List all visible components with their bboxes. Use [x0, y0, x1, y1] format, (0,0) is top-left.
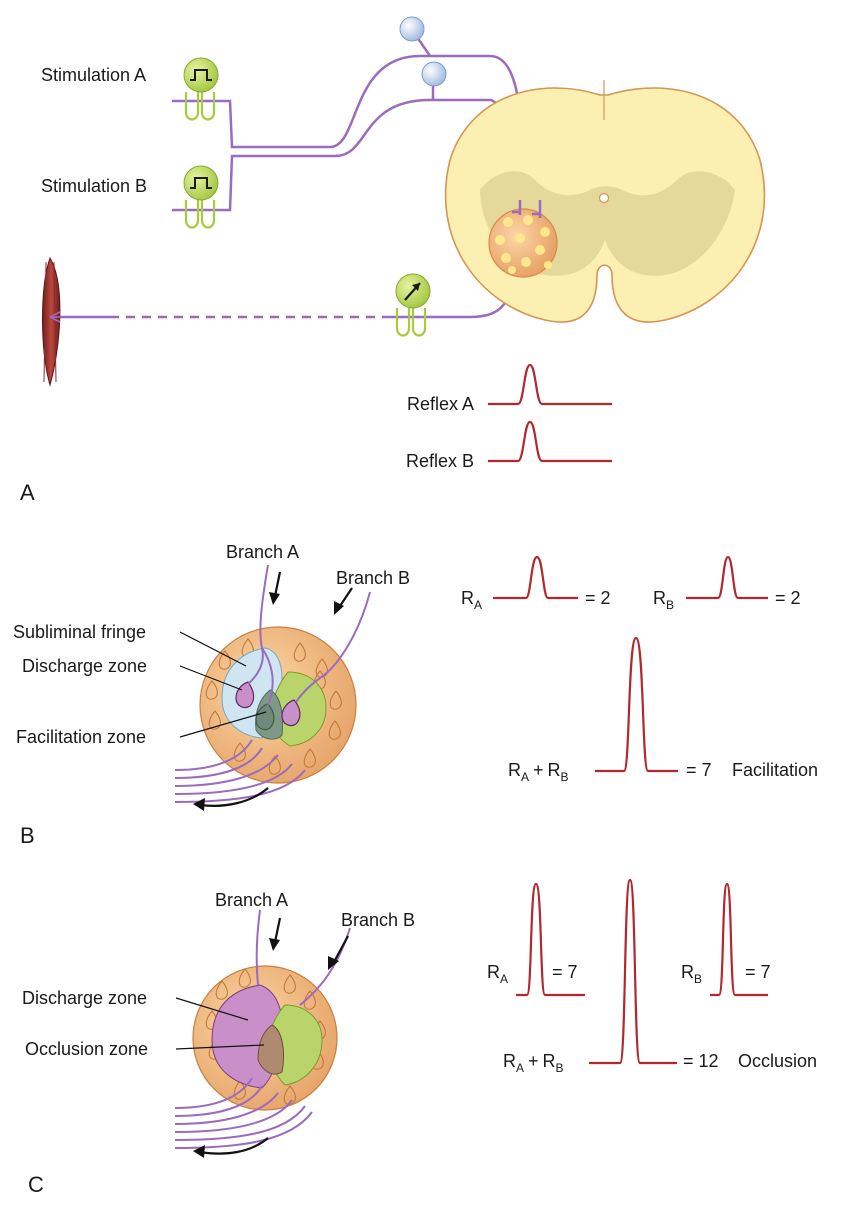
spinal-cord: [444, 80, 766, 323]
rb-value: = 7: [745, 962, 771, 982]
rb-label: RB: [681, 962, 702, 986]
rb-value: = 2: [775, 588, 801, 608]
branch-a-arrow-icon: [269, 917, 282, 951]
discharge-zone-label: Discharge zone: [22, 988, 147, 1008]
occlusion-zone-label: Occlusion zone: [25, 1039, 148, 1059]
rb-label: RB: [653, 588, 674, 612]
stimulation-b-label: Stimulation B: [41, 176, 147, 196]
panel-b-letter: B: [20, 823, 35, 848]
reflex-a-label: Reflex A: [407, 394, 474, 414]
rb-trace: [710, 882, 768, 997]
sum-value: = 12: [683, 1051, 719, 1071]
facilitation-label: Facilitation: [732, 760, 818, 780]
stimulation-a-label: Stimulation A: [41, 65, 146, 85]
panel-c-letter: C: [28, 1172, 44, 1197]
rb-trace: [686, 555, 768, 600]
ra-trace: [493, 555, 578, 600]
stimulator-a-icon: [183, 57, 219, 121]
ra-plus-rb-trace: [595, 636, 678, 773]
muscle-icon: [42, 256, 62, 387]
panel-a: Stimulation A Stimulation B Reflex A Ref…: [20, 16, 766, 505]
panel-c: Branch A Branch B Discharge zone Occlusi…: [22, 878, 817, 1197]
output-arrow-icon: [193, 787, 269, 811]
ra-plus-rb-trace: [589, 878, 677, 1065]
branch-b-arrow-icon: [328, 935, 349, 970]
ra-label: RA: [487, 962, 508, 986]
panel-b: Branch A Branch B Subliminal fringe Disc…: [13, 542, 818, 848]
ra-value: = 2: [585, 588, 611, 608]
subliminal-fringe-label: Subliminal fringe: [13, 622, 146, 642]
branch-a-arrow-icon: [269, 571, 282, 605]
branch-a-label: Branch A: [215, 890, 288, 910]
occlusion-zone-area: [257, 1024, 285, 1075]
discharge-zone-label: Discharge zone: [22, 656, 147, 676]
branch-b-label: Branch B: [336, 568, 410, 588]
ganglion-ball-icon: [399, 16, 425, 42]
neuronal-pool: [488, 208, 558, 278]
ra-label: RA: [461, 588, 482, 612]
ra-trace: [516, 882, 585, 997]
branch-a-label: Branch A: [226, 542, 299, 562]
panel-a-letter: A: [20, 480, 35, 505]
ra-value: = 7: [552, 962, 578, 982]
branch-b-label: Branch B: [341, 910, 415, 930]
ra-plus-rb-label: RA + RB: [503, 1051, 564, 1075]
sum-value: = 7: [686, 760, 712, 780]
ganglion-ball-icon: [421, 61, 447, 87]
reflex-b-trace: [488, 420, 612, 463]
occlusion-label: Occlusion: [738, 1051, 817, 1071]
stimulator-b-icon: [183, 165, 219, 229]
recording-meter-icon: [395, 273, 431, 337]
facilitation-zone-label: Facilitation zone: [16, 727, 146, 747]
branch-b-arrow-icon: [334, 587, 353, 615]
reflex-b-label: Reflex B: [406, 451, 474, 471]
reflex-a-trace: [488, 363, 612, 406]
output-arrow-icon: [193, 1137, 269, 1158]
ra-plus-rb-label: RA + RB: [508, 760, 569, 784]
